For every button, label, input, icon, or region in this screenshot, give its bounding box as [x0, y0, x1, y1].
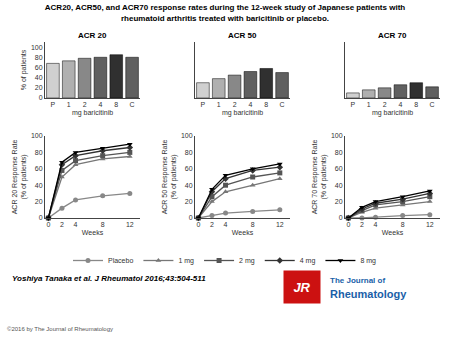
svg-text:12: 12 [276, 221, 284, 228]
svg-text:4 mg: 4 mg [300, 257, 316, 265]
svg-text:ACR 20 Response Rate(% of pati: ACR 20 Response Rate(% of patients) [11, 140, 28, 215]
svg-text:C: C [130, 101, 135, 108]
svg-text:1: 1 [217, 101, 221, 108]
svg-text:4: 4 [74, 221, 78, 228]
svg-text:2: 2 [383, 101, 387, 108]
svg-text:Weeks: Weeks [82, 229, 104, 236]
svg-text:60: 60 [35, 64, 43, 71]
svg-text:0: 0 [46, 221, 50, 228]
svg-text:40: 40 [185, 182, 193, 189]
svg-text:JR: JR [293, 280, 310, 295]
svg-text:0: 0 [346, 221, 350, 228]
svg-text:8: 8 [114, 101, 118, 108]
svg-text:mg baricitinib: mg baricitinib [72, 109, 113, 117]
svg-text:0: 0 [196, 221, 200, 228]
svg-text:20: 20 [335, 198, 343, 205]
svg-text:40: 40 [35, 74, 43, 81]
svg-text:The Journal of: The Journal of [330, 276, 385, 285]
svg-text:0: 0 [339, 214, 343, 221]
svg-text:12: 12 [126, 221, 134, 228]
svg-text:ACR20, ACR50, and ACR70 respon: ACR20, ACR50, and ACR70 response rates d… [45, 3, 406, 22]
svg-text:100: 100 [31, 132, 43, 139]
svg-text:mg baricitinib: mg baricitinib [372, 109, 413, 117]
svg-text:8: 8 [101, 221, 105, 228]
svg-text:8: 8 [251, 221, 255, 228]
svg-text:2 mg: 2 mg [239, 257, 255, 265]
svg-text:4: 4 [248, 101, 252, 108]
svg-text:80: 80 [35, 149, 43, 156]
svg-text:2: 2 [210, 221, 214, 228]
svg-text:ACR 50: ACR 50 [228, 31, 257, 40]
svg-text:ACR 50 Response Rate(% of pati: ACR 50 Response Rate(% of patients) [161, 140, 178, 215]
svg-text:40: 40 [335, 182, 343, 189]
svg-text:C: C [280, 101, 285, 108]
svg-text:Yoshiya Tanaka et al. J Rheuma: Yoshiya Tanaka et al. J Rheumatol 2016;4… [12, 274, 206, 283]
svg-text:4: 4 [398, 101, 402, 108]
svg-text:80: 80 [185, 149, 193, 156]
svg-text:20: 20 [185, 198, 193, 205]
svg-text:C: C [430, 101, 435, 108]
svg-text:1 mg: 1 mg [178, 257, 194, 265]
svg-text:60: 60 [335, 165, 343, 172]
svg-text:ACR 70 Response Rate(% of pati: ACR 70 Response Rate(% of patients) [311, 140, 328, 215]
svg-text:8 mg: 8 mg [360, 257, 376, 265]
svg-text:4: 4 [224, 221, 228, 228]
svg-text:P: P [201, 101, 206, 108]
svg-text:2: 2 [233, 101, 237, 108]
svg-text:P: P [351, 101, 356, 108]
svg-text:4: 4 [98, 101, 102, 108]
svg-text:60: 60 [35, 165, 43, 172]
svg-text:Placebo: Placebo [108, 257, 133, 264]
svg-text:1: 1 [367, 101, 371, 108]
svg-text:mg baricitinib: mg baricitinib [222, 109, 263, 117]
svg-text:% of patients: % of patients [20, 49, 28, 90]
svg-text:P: P [51, 101, 56, 108]
svg-text:4: 4 [374, 221, 378, 228]
svg-text:8: 8 [414, 101, 418, 108]
svg-text:100: 100 [331, 132, 343, 139]
svg-text:80: 80 [335, 149, 343, 156]
svg-text:80: 80 [35, 54, 43, 61]
svg-text:12: 12 [426, 221, 434, 228]
svg-text:8: 8 [264, 101, 268, 108]
svg-text:100: 100 [181, 132, 193, 139]
svg-text:8: 8 [401, 221, 405, 228]
svg-text:1: 1 [67, 101, 71, 108]
svg-text:20: 20 [35, 84, 43, 91]
svg-text:ACR 20: ACR 20 [78, 31, 107, 40]
svg-text:2: 2 [83, 101, 87, 108]
svg-text:20: 20 [35, 198, 43, 205]
svg-text:0: 0 [39, 214, 43, 221]
svg-text:©2016 by The Journal of Rheuma: ©2016 by The Journal of Rheumatology [7, 326, 113, 332]
svg-text:2: 2 [360, 221, 364, 228]
svg-text:0: 0 [189, 214, 193, 221]
svg-text:0: 0 [39, 94, 43, 101]
svg-text:40: 40 [35, 182, 43, 189]
svg-text:Weeks: Weeks [382, 229, 404, 236]
svg-text:100: 100 [31, 44, 43, 51]
svg-text:ACR 70: ACR 70 [378, 31, 407, 40]
svg-text:2: 2 [60, 221, 64, 228]
svg-text:Rheumatology: Rheumatology [330, 288, 407, 300]
svg-text:60: 60 [185, 165, 193, 172]
svg-text:Weeks: Weeks [232, 229, 254, 236]
